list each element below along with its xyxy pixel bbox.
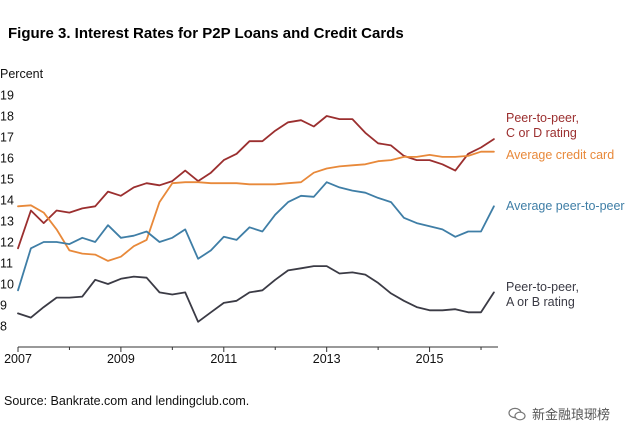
series-label-line: Average peer-to-peer [506, 199, 625, 213]
chart-title: Figure 3. Interest Rates for P2P Loans a… [8, 25, 404, 42]
series-line-1 [17, 150, 495, 262]
x-tick-label: 2009 [107, 352, 135, 366]
x-tick-label: 2007 [4, 352, 32, 366]
series-label-0: Peer-to-peer, C or D rating [506, 111, 579, 140]
y-tick-label: 16 [0, 152, 14, 166]
y-tick-label: 13 [0, 215, 14, 229]
series-lines [17, 115, 495, 323]
series-label-2: Average peer-to-peer [506, 199, 625, 213]
y-tick-label: 17 [0, 131, 14, 145]
y-axis-label: Percent [0, 67, 44, 81]
x-tick-label: 2015 [416, 352, 444, 366]
y-tick-label: 19 [0, 89, 14, 103]
axes: Percent 8 9 10 11 12 13 14 15 16 17 18 19 2007 2009 201… [0, 67, 498, 366]
series-label-3: Peer-to-peer, A or B rating [506, 280, 579, 309]
chat-bubble-icon [508, 407, 526, 420]
y-tick-label: 10 [0, 278, 14, 292]
y-tick-label: 11 [0, 257, 13, 271]
series-label-1: Average credit card [506, 148, 614, 162]
series-label-line: Peer-to-peer, [506, 280, 579, 294]
series-line-2 [17, 181, 495, 292]
series-label-line: Peer-to-peer, [506, 111, 579, 125]
y-tick-label: 14 [0, 194, 14, 208]
y-tick-label: 9 [0, 299, 7, 313]
series-label-line: C or D rating [506, 126, 577, 140]
watermark: 新金融琅琊榜 [508, 404, 610, 423]
watermark-text: 新金融琅琊榜 [532, 407, 611, 422]
series-label-line: A or B rating [506, 295, 575, 309]
series-line-0 [17, 115, 495, 250]
x-tick-label: 2011 [210, 352, 237, 366]
x-tick-label: 2013 [313, 352, 341, 366]
y-tick-label: 15 [0, 173, 14, 187]
series-line-3 [17, 265, 495, 323]
y-tick-label: 8 [0, 320, 7, 334]
y-tick-label: 12 [0, 236, 14, 250]
y-tick-label: 18 [0, 110, 14, 124]
source-note: Source: Bankrate.com and lendingclub.com… [4, 394, 250, 408]
series-label-line: Average credit card [506, 148, 614, 162]
